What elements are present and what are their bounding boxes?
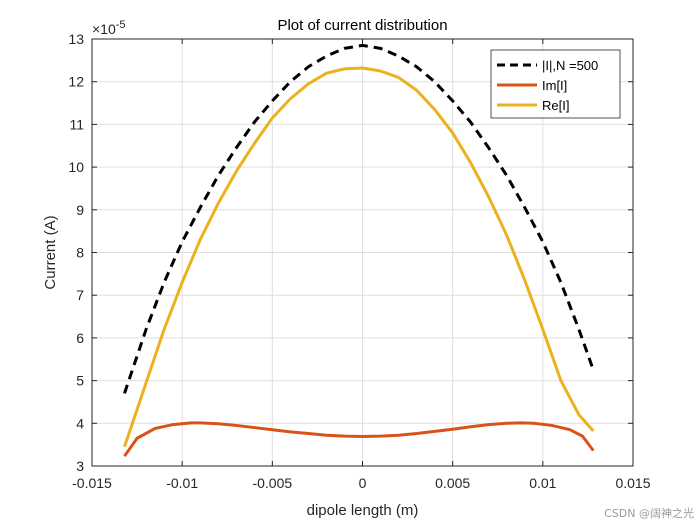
x-tick-label: -0.015	[72, 475, 112, 491]
y-axis-label: Current (A)	[42, 215, 59, 289]
x-tick-label: 0.005	[435, 475, 470, 491]
y-tick-label: 9	[76, 202, 84, 218]
y-exponent-base: ×10	[92, 21, 116, 37]
x-tick-label: 0	[359, 475, 367, 491]
y-tick-label: 5	[76, 373, 84, 389]
y-tick-label: 8	[76, 245, 84, 261]
chart-title: Plot of current distribution	[277, 17, 447, 34]
legend-entry-label: Im[I]	[542, 78, 567, 93]
y-tick-label: 7	[76, 287, 84, 303]
y-tick-label: 10	[68, 159, 84, 175]
x-tick-label: -0.005	[252, 475, 292, 491]
axis-ticks: -0.015 -0.01 -0.005 0 0.005 0.01 0.015 3 4 5 6 7 8 9 1…	[68, 31, 650, 491]
legend-entry-label: Re[I]	[542, 98, 569, 113]
series-line-re	[123, 66, 595, 448]
y-axis-exponent: ×10-5	[92, 19, 126, 37]
watermark: CSDN @阔神之光	[604, 507, 694, 520]
legend: |I|,N =500 Im[I] Re[I]	[490, 49, 621, 119]
x-tick-label: -0.01	[166, 475, 198, 491]
series-line-abs	[123, 43, 595, 394]
y-tick-label: 4	[76, 415, 84, 431]
y-tick-label: 11	[69, 116, 84, 132]
y-exponent-power: -5	[116, 19, 126, 31]
x-axis-label: dipole length (m)	[307, 502, 419, 519]
series-line-im	[123, 421, 595, 458]
y-tick-label: 13	[68, 31, 84, 47]
y-tick-label: 12	[68, 74, 84, 90]
x-tick-label: 0.015	[615, 475, 650, 491]
series-lines	[123, 43, 595, 458]
y-tick-label: 3	[76, 458, 84, 474]
legend-entry-label: |I|,N =500	[542, 58, 598, 73]
x-tick-label: 0.01	[529, 475, 556, 491]
y-tick-label: 6	[76, 330, 84, 346]
